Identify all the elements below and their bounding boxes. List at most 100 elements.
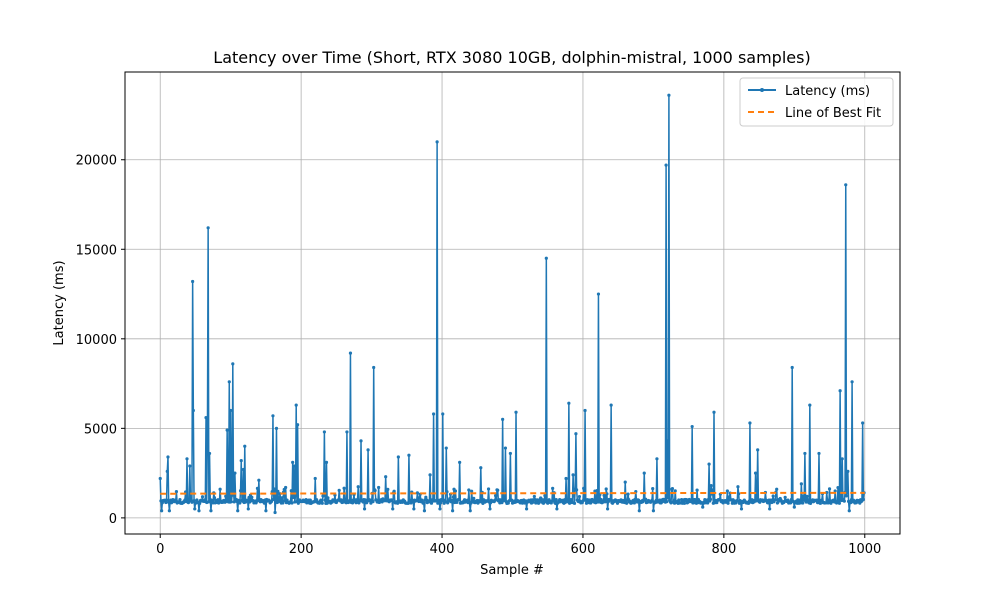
latency-point [207,451,212,456]
legend-latency-marker [760,88,764,92]
latency-point [451,509,455,513]
latency-point [609,403,613,407]
latency-point [508,451,512,456]
latency-point [448,497,452,501]
latency-point [272,487,276,491]
latency-point [174,490,179,494]
latency-point [372,365,376,370]
latency-point [324,460,329,464]
latency-point [606,507,610,511]
latency-point [514,410,518,414]
latency-point [502,496,506,500]
latency-point [532,494,536,499]
latency-point [623,480,627,484]
latency-point [167,509,171,513]
latency-point [672,498,676,502]
latency-point [231,362,235,366]
latency-point [377,485,381,490]
latency-point [269,499,274,504]
latency-point [555,507,559,511]
latency-point [479,466,483,470]
latency-point [695,488,699,492]
latency-point [270,490,274,494]
latency-point [575,488,579,492]
latency-point [441,412,445,416]
latency-point [727,495,732,499]
latency-point [725,489,729,493]
latency-point [806,498,811,502]
latency-point [773,498,777,502]
latency-point [571,473,575,477]
latency-point [444,446,448,450]
latency-point [825,498,830,502]
latency-point [790,365,794,370]
latency-point [345,430,349,434]
latency-point [837,501,842,505]
latency-point [342,486,346,490]
latency-point [257,478,261,482]
latency-point [296,501,300,505]
plot-frame [124,71,901,535]
latency-point [218,487,222,491]
latency-point [322,430,326,434]
latency-point [392,489,396,493]
latency-point [766,501,770,505]
latency-point [651,509,656,513]
latency-point [435,140,439,144]
latency-point [371,500,375,504]
latency-point [262,501,267,505]
latency-point [651,487,655,491]
latency-point [323,498,327,502]
latency-point [348,351,353,355]
latency-point [293,494,298,498]
latency-point [458,460,462,464]
latency-point [572,501,577,505]
y-tick-label: 0 [109,512,117,527]
latency-point [842,499,846,503]
latency-point [274,497,278,502]
latency-point [844,183,848,187]
latency-series [158,93,866,515]
latency-point [665,439,670,443]
latency-point [577,494,582,499]
legend: Latency (ms) Line of Best Fit [739,77,894,127]
latency-point [615,501,620,505]
latency-point [818,501,822,505]
latency-point [701,505,705,509]
latency-point [319,498,324,503]
latency-point [833,489,837,493]
latency-point [844,494,849,498]
latency-point [726,501,730,505]
x-tick-label: 1000 [848,542,881,557]
latency-point [756,448,760,452]
latency-point [706,501,710,505]
latency-point [294,403,298,407]
latency-point [238,489,243,493]
latency-point [255,486,260,490]
latency-point [198,501,202,505]
legend-latency-label: Latency (ms) [785,84,870,99]
latency-point [799,482,803,486]
latency-point [457,498,461,502]
latency-point [768,507,772,511]
latency-point [537,500,541,504]
latency-point [227,380,231,384]
latency-point [246,507,250,511]
latency-point [200,495,205,499]
latency-point [496,488,500,492]
x-tick-label: 800 [711,542,736,557]
latency-point [596,292,601,296]
latency-point [850,380,854,384]
latency-point [670,487,675,491]
latency-point [431,412,436,416]
latency-point [677,498,681,502]
latency-point [424,495,428,499]
y-tick-label: 15000 [76,243,117,258]
y-tick-label: 20000 [76,154,117,169]
latency-point [343,497,347,502]
latency-point [396,455,400,459]
latency-point [326,496,330,500]
latency-point [290,501,294,505]
latency-point [225,428,229,432]
latency-point [406,501,410,505]
